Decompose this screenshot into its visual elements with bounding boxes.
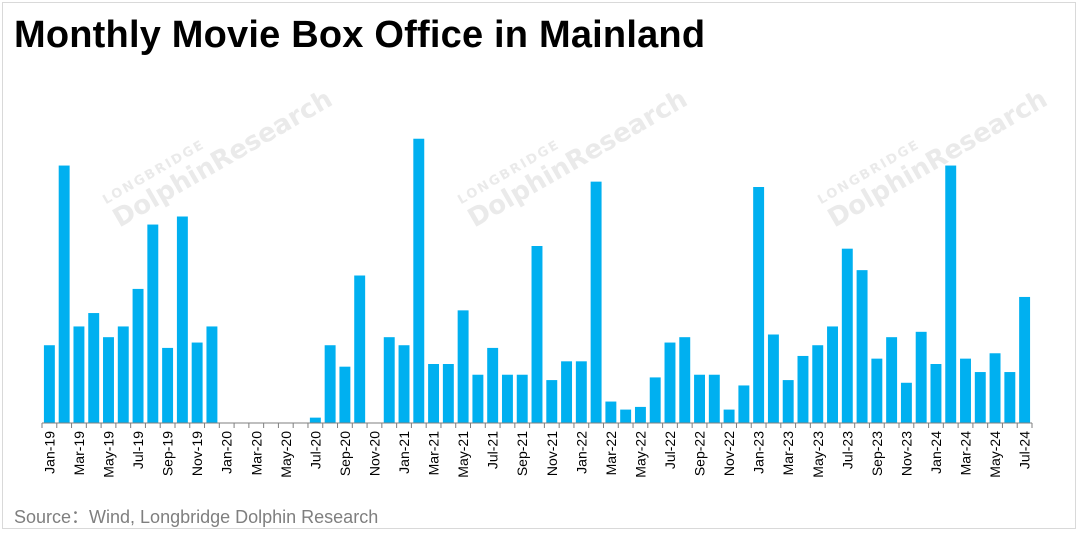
x-tick-label-Sep-19: Sep-19 [160,431,176,476]
bar-May-23 [812,345,824,423]
bar-Dec-19 [206,326,218,423]
bar-Jan-21 [398,345,410,423]
x-tick-label-Sep-22: Sep-22 [692,431,708,476]
bar-Feb-21 [413,138,425,424]
bar-Jul-24 [1019,296,1031,423]
bar-Jan-24 [930,364,942,423]
bar-Mar-24 [960,358,971,423]
bar-Nov-21 [546,380,558,423]
source-note: Source：Wind, Longbridge Dolphin Research [14,507,379,527]
x-tick-label-May-22: May-22 [632,431,648,478]
bar-Apr-19 [88,313,100,423]
x-tick-label-May-24: May-24 [987,431,1003,478]
chart-title: Monthly Movie Box Office in Mainland [14,14,706,56]
bar-Jun-22 [649,377,661,423]
x-tick-label-Mar-23: Mar-23 [780,431,796,476]
x-tick-label-Jan-19: Jan-19 [41,431,57,474]
bar-Oct-19 [176,216,188,423]
bar-Aug-23 [856,270,868,423]
x-tick-label-Nov-23: Nov-23 [898,431,914,476]
bar-Oct-21 [531,246,543,423]
bar-May-22 [634,406,646,423]
x-tick-label-Nov-22: Nov-22 [721,431,737,476]
x-tick-label-Jul-20: Jul-20 [307,431,323,469]
bar-Sep-23 [871,358,883,423]
x-tick-label-Jan-22: Jan-22 [573,431,589,474]
bar-Jun-24 [1004,372,1016,423]
bar-Jul-23 [841,248,853,423]
bar-Dec-23 [915,331,927,423]
bar-Jun-23 [827,326,838,423]
bar-Aug-22 [679,337,691,423]
bar-Sep-22 [694,374,705,423]
bar-Aug-21 [501,374,513,423]
x-tick-label-Jan-21: Jan-21 [396,431,412,474]
bar-Jan-19 [43,345,55,423]
bar-May-19 [103,337,114,423]
bar-Nov-23 [900,382,912,423]
x-tick-label-Mar-19: Mar-19 [71,431,87,476]
x-tick-label-Sep-20: Sep-20 [337,431,353,476]
bar-Jul-19 [132,288,144,423]
x-tick-label-Jul-19: Jul-19 [130,431,146,469]
x-tick-label-Nov-21: Nov-21 [544,431,560,476]
bar-Jul-21 [487,347,499,423]
bar-Sep-21 [516,374,528,423]
bar-Oct-22 [708,374,720,423]
bar-Feb-22 [590,181,602,423]
bar-Jan-23 [753,187,765,423]
bar-Mar-21 [428,364,440,423]
x-tick-label-Jan-20: Jan-20 [219,431,235,474]
bar-Jan-22 [575,361,587,423]
x-tick-label-Mar-22: Mar-22 [603,431,619,476]
x-tick-label-Sep-23: Sep-23 [869,431,885,476]
x-tick-label-May-19: May-19 [100,431,116,478]
bar-Aug-19 [147,224,159,423]
x-tick-label-May-21: May-21 [455,431,471,478]
bar-Mar-22 [605,401,617,423]
bar-Feb-24 [945,165,957,424]
bar-Nov-22 [723,409,735,423]
bar-Nov-19 [191,342,203,423]
bar-Aug-20 [324,345,336,423]
bar-Jun-19 [117,326,129,423]
x-tick-label-Mar-24: Mar-24 [958,431,974,476]
bar-Apr-21 [442,364,454,423]
bar-Apr-22 [620,409,632,423]
x-tick-label-Jul-21: Jul-21 [485,431,501,469]
bar-Mar-23 [782,380,794,423]
bar-Jul-20 [309,417,321,423]
x-tick-label-Mar-21: Mar-21 [426,431,442,476]
bar-Jun-21 [472,374,484,423]
x-tick-label-Jan-24: Jan-24 [928,431,944,474]
x-tick-label-May-20: May-20 [278,431,294,478]
x-tick-label-Mar-20: Mar-20 [248,431,264,476]
bar-May-24 [989,353,1001,423]
bar-Dec-22 [738,385,750,423]
x-tick-label-Jan-23: Jan-23 [751,431,767,474]
x-tick-label-Jul-22: Jul-22 [662,431,678,469]
bar-Feb-19 [58,165,70,424]
bar-Oct-20 [354,275,366,423]
bar-Sep-20 [339,366,351,423]
x-tick-label-Nov-19: Nov-19 [189,431,205,476]
x-tick-label-Sep-21: Sep-21 [514,431,530,476]
bar-Oct-23 [886,337,898,423]
x-tick-label-Jul-24: Jul-24 [1017,431,1033,469]
x-tick-label-Nov-20: Nov-20 [366,431,382,476]
bar-Dec-20 [383,337,395,423]
bar-Apr-24 [974,372,986,423]
x-tick-label-May-23: May-23 [810,431,826,478]
bar-Dec-21 [561,361,573,423]
bar-Apr-23 [797,355,809,423]
bar-Sep-19 [162,347,174,423]
bar-May-21 [457,310,469,423]
bar-Jul-22 [664,342,676,423]
x-tick-label-Jul-23: Jul-23 [839,431,855,469]
bar-Feb-23 [767,334,779,423]
bar-Mar-19 [73,326,85,423]
